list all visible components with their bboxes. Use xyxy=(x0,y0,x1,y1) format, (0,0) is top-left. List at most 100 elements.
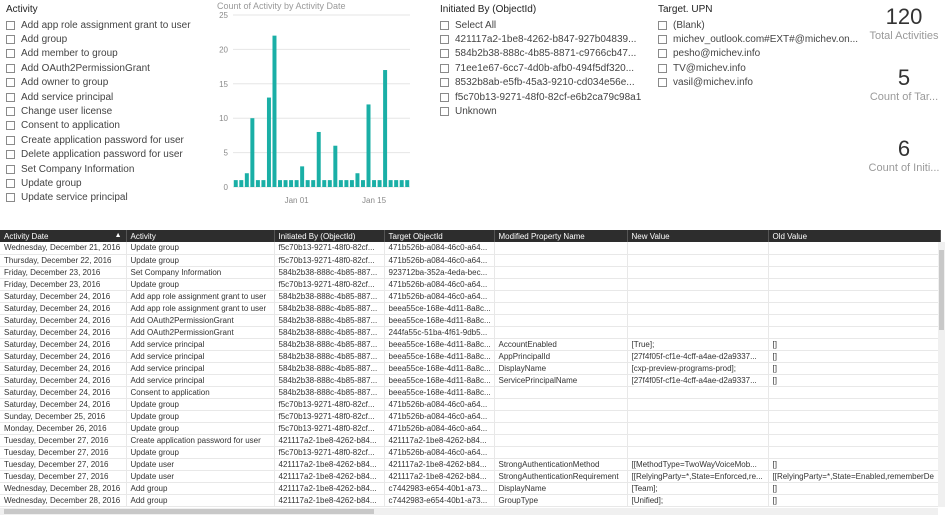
checkbox-icon[interactable] xyxy=(440,63,449,73)
chart-bar[interactable] xyxy=(372,180,377,187)
chart-bar[interactable] xyxy=(383,70,388,187)
checkbox-icon[interactable] xyxy=(6,121,15,131)
table-row[interactable]: Saturday, December 24, 2016 Add OAuth2Per… xyxy=(0,326,941,339)
checkbox-icon[interactable] xyxy=(6,193,15,203)
column-header[interactable]: New Value xyxy=(627,230,769,242)
table-row[interactable]: Friday, December 23, 2016 Set Company Inf… xyxy=(0,266,941,279)
checkbox-icon[interactable] xyxy=(440,92,449,102)
chart-bar[interactable] xyxy=(355,173,360,187)
chart-bar[interactable] xyxy=(399,180,404,187)
chart-bar[interactable] xyxy=(333,145,338,187)
target-upn-slicer-item[interactable]: (Blank) xyxy=(658,18,858,32)
checkbox-icon[interactable] xyxy=(658,35,667,45)
activity-slicer-item[interactable]: Add app role assignment grant to user xyxy=(6,18,206,32)
chart-bar[interactable] xyxy=(360,180,365,187)
table-row[interactable]: Wednesday, December 28, 2016 Add group 421… xyxy=(0,482,941,495)
table-row[interactable]: Saturday, December 24, 2016 Add service p… xyxy=(0,362,941,375)
checkbox-icon[interactable] xyxy=(6,150,15,160)
chart-bar[interactable] xyxy=(250,118,255,187)
activity-slicer-item[interactable]: Add group xyxy=(6,32,206,46)
column-header[interactable]: Target ObjectId xyxy=(384,230,495,242)
vertical-scrollbar[interactable] xyxy=(938,242,945,507)
activity-slicer-item[interactable]: Create application password for user xyxy=(6,133,206,147)
checkbox-icon[interactable] xyxy=(658,49,667,59)
initiated-by-slicer-item[interactable]: Select All xyxy=(440,18,645,32)
checkbox-icon[interactable] xyxy=(6,164,15,174)
chart-bar[interactable] xyxy=(394,180,399,187)
checkbox-icon[interactable] xyxy=(6,135,15,145)
chart-bar[interactable] xyxy=(366,104,371,187)
table-row[interactable]: Saturday, December 24, 2016 Add app role … xyxy=(0,302,941,315)
table-row[interactable]: Wednesday, December 28, 2016 Add group 421… xyxy=(0,494,941,507)
horizontal-scroll-thumb[interactable] xyxy=(4,509,374,514)
initiated-by-slicer-item[interactable]: 584b2b38-888c-4b85-8871-c9766cb47... xyxy=(440,47,645,61)
checkbox-icon[interactable] xyxy=(658,20,667,30)
activity-slicer-item[interactable]: Update group xyxy=(6,176,206,190)
target-upn-slicer-item[interactable]: vasil@michev.info xyxy=(658,76,858,90)
chart-bar[interactable] xyxy=(344,180,349,187)
initiated-by-slicer-item[interactable]: 8532b8ab-e5fb-45a3-9210-cd034e56e... xyxy=(440,76,645,90)
initiated-by-slicer-item[interactable]: Unknown xyxy=(440,104,645,118)
table-row[interactable]: Saturday, December 24, 2016 Add service p… xyxy=(0,374,941,387)
chart-bar[interactable] xyxy=(338,180,343,187)
chart-bar[interactable] xyxy=(239,180,244,187)
target-upn-slicer-item[interactable]: pesho@michev.info xyxy=(658,47,858,61)
checkbox-icon[interactable] xyxy=(6,78,15,88)
activity-slicer-item[interactable]: Change user license xyxy=(6,104,206,118)
checkbox-icon[interactable] xyxy=(6,20,15,30)
target-upn-slicer-item[interactable]: michev_outlook.com#EXT#@michev.on... xyxy=(658,32,858,46)
chart-bar[interactable] xyxy=(261,180,266,187)
table-row[interactable]: Tuesday, December 27, 2016 Create applica… xyxy=(0,434,941,447)
chart-bar[interactable] xyxy=(327,180,332,187)
activity-slicer-item[interactable]: Add owner to group xyxy=(6,76,206,90)
chart-bar[interactable] xyxy=(305,180,310,187)
table-row[interactable]: Sunday, December 25, 2016 Update group f5c… xyxy=(0,410,941,423)
table-row[interactable]: Saturday, December 24, 2016 Update group f… xyxy=(0,398,941,411)
table-row[interactable]: Wednesday, December 21, 2016 Update group… xyxy=(0,242,941,255)
table-row[interactable]: Friday, December 23, 2016 Update group f5c… xyxy=(0,278,941,291)
column-header[interactable]: Activity xyxy=(126,230,275,242)
column-header[interactable]: Modified Property Name xyxy=(494,230,628,242)
chart-bar[interactable] xyxy=(349,180,354,187)
activity-slicer-item[interactable]: Add service principal xyxy=(6,90,206,104)
activity-slicer-item[interactable]: Add OAuth2PermissionGrant xyxy=(6,61,206,75)
checkbox-icon[interactable] xyxy=(6,107,15,117)
chart-bar[interactable] xyxy=(316,131,321,187)
table-row[interactable]: Saturday, December 24, 2016 Add service p… xyxy=(0,350,941,363)
checkbox-icon[interactable] xyxy=(6,35,15,45)
activity-slicer-item[interactable]: Add member to group xyxy=(6,47,206,61)
checkbox-icon[interactable] xyxy=(658,78,667,88)
chart-bar[interactable] xyxy=(322,180,327,187)
activity-slicer-item[interactable]: Update service principal xyxy=(6,191,206,205)
initiated-by-slicer-item[interactable]: 421117a2-1be8-4262-b847-927b04839... xyxy=(440,32,645,46)
checkbox-icon[interactable] xyxy=(6,63,15,73)
table-row[interactable]: Monday, December 26, 2016 Update group f5c… xyxy=(0,422,941,435)
chart-bar[interactable] xyxy=(272,35,277,187)
checkbox-icon[interactable] xyxy=(440,107,449,117)
table-row[interactable]: Tuesday, December 27, 2016 Update group f5… xyxy=(0,446,941,459)
checkbox-icon[interactable] xyxy=(6,178,15,188)
table-row[interactable]: Saturday, December 24, 2016 Consent to ap… xyxy=(0,386,941,399)
table-row[interactable]: Tuesday, December 27, 2016 Update user 421… xyxy=(0,470,941,483)
horizontal-scrollbar[interactable] xyxy=(0,508,938,515)
checkbox-icon[interactable] xyxy=(658,63,667,73)
checkbox-icon[interactable] xyxy=(440,78,449,88)
chart-bar[interactable] xyxy=(244,173,249,187)
chart-bar[interactable] xyxy=(300,166,305,187)
activity-slicer-item[interactable]: Delete application password for user xyxy=(6,148,206,162)
checkbox-icon[interactable] xyxy=(6,92,15,102)
checkbox-icon[interactable] xyxy=(440,20,449,30)
target-upn-slicer-item[interactable]: TV@michev.info xyxy=(658,61,858,75)
chart-bar[interactable] xyxy=(266,97,271,187)
table-row[interactable]: Saturday, December 24, 2016 Add OAuth2Per… xyxy=(0,314,941,327)
checkbox-icon[interactable] xyxy=(440,49,449,59)
chart-bar[interactable] xyxy=(377,180,382,187)
checkbox-icon[interactable] xyxy=(440,35,449,45)
table-row[interactable]: Thursday, December 22, 2016 Update group f… xyxy=(0,254,941,267)
chart-bar[interactable] xyxy=(294,180,299,187)
chart-bar[interactable] xyxy=(283,180,288,187)
initiated-by-slicer-item[interactable]: f5c70b13-9271-48f0-82cf-e6b2ca79c98a1 xyxy=(440,90,645,104)
chart-bar[interactable] xyxy=(255,180,260,187)
checkbox-icon[interactable] xyxy=(6,49,15,59)
initiated-by-slicer-item[interactable]: 71ee1e67-6cc7-4d0b-afb0-494f5df320... xyxy=(440,61,645,75)
